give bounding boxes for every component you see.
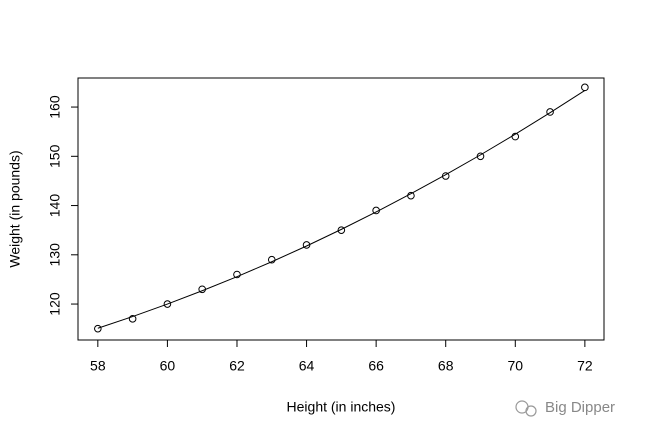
y-tick-label: 120 <box>47 292 63 316</box>
y-tick-label: 130 <box>47 243 63 267</box>
point <box>233 270 241 279</box>
y-tick-label: 160 <box>47 95 63 119</box>
y-tick-label: 140 <box>47 194 63 218</box>
x-tick-label: 58 <box>90 358 106 374</box>
x-tick-label: 64 <box>299 358 315 374</box>
y-axis-label: Weight (in pounds) <box>7 150 23 267</box>
x-tick-label: 72 <box>577 358 593 374</box>
point <box>581 83 589 92</box>
x-axis-label: Height (in inches) <box>287 399 396 415</box>
x-tick-label: 66 <box>368 358 384 374</box>
point <box>337 226 346 234</box>
x-tick-label: 62 <box>229 358 245 374</box>
point <box>163 300 172 308</box>
watermark: Big Dipper <box>545 399 615 416</box>
point <box>128 315 137 323</box>
fit-line <box>97 90 586 329</box>
x-tick-label: 70 <box>508 358 524 374</box>
x-tick-label: 68 <box>438 358 454 374</box>
point <box>94 324 102 333</box>
x-tick-label: 60 <box>160 358 176 374</box>
point <box>546 108 554 116</box>
plot-frame <box>77 77 605 341</box>
y-tick-label: 150 <box>47 144 63 168</box>
watermark-icon <box>515 400 537 417</box>
